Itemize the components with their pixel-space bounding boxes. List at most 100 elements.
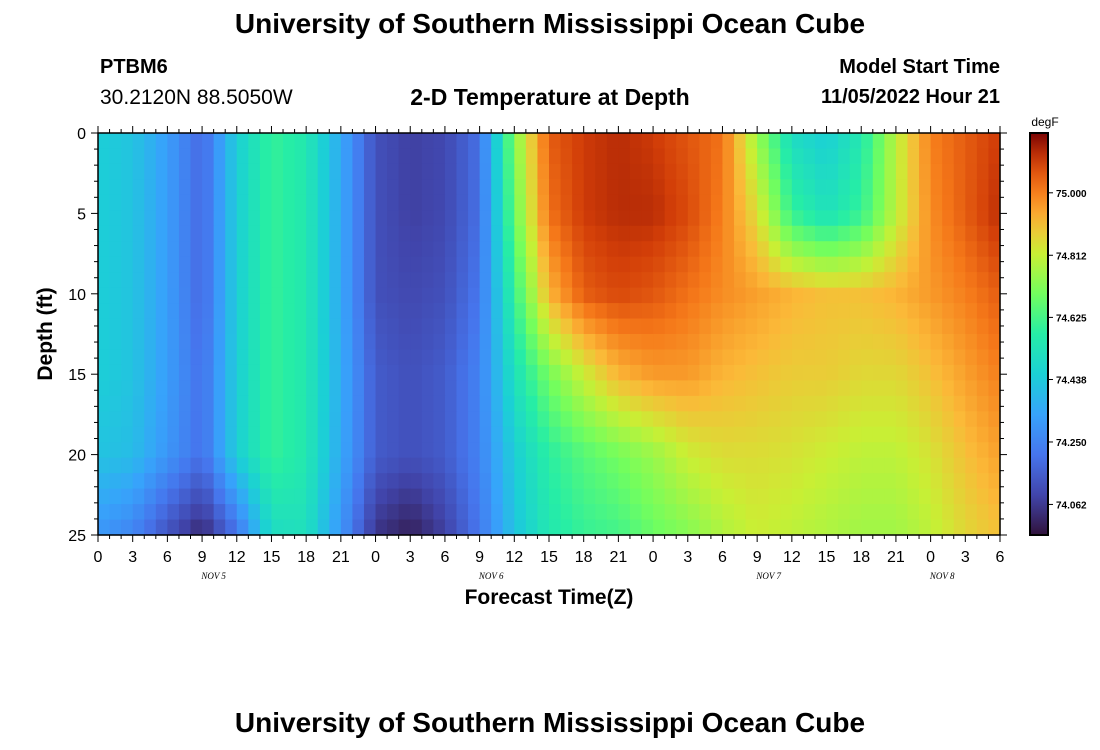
heatmap-cell (410, 287, 423, 304)
heatmap-cell (629, 473, 643, 490)
heatmap-cell (502, 426, 515, 443)
heatmap-cell (583, 442, 596, 459)
heatmap-cell (583, 194, 596, 211)
heatmap-cell (375, 380, 388, 397)
heatmap-cell (757, 519, 770, 536)
heatmap-cell (456, 256, 469, 273)
heatmap-cell (942, 457, 955, 474)
heatmap-cell (444, 349, 458, 366)
heatmap-cell (884, 442, 897, 459)
x-tick-label: 18 (297, 549, 315, 566)
heatmap-cell (583, 256, 596, 273)
heatmap-cell (791, 380, 805, 397)
heatmap-cell (456, 163, 469, 180)
heatmap-cell (502, 380, 515, 397)
heatmap-cell (375, 210, 388, 227)
heatmap-cell (895, 364, 909, 381)
heatmap-cell (699, 504, 712, 521)
x-tick-label: 9 (753, 549, 762, 566)
heatmap-cell (248, 241, 261, 258)
heatmap-cell (271, 210, 284, 227)
x-tick-label: 6 (440, 549, 449, 566)
heatmap-cell (872, 225, 885, 242)
heatmap-cell (653, 380, 666, 397)
heatmap-cell (167, 133, 180, 150)
heatmap-cell (618, 179, 631, 196)
heatmap-cell (340, 380, 354, 397)
heatmap-cell (757, 303, 770, 320)
heatmap-cell (653, 473, 666, 490)
heatmap-cell (398, 133, 411, 150)
heatmap-cell (780, 210, 793, 227)
heatmap-cell (421, 364, 434, 381)
heatmap-cell (213, 225, 226, 242)
heatmap-cell (329, 519, 342, 536)
heatmap-cell (768, 411, 781, 428)
heatmap-cell (919, 395, 932, 412)
heatmap-cell (780, 303, 793, 320)
heatmap-cell (398, 287, 411, 304)
heatmap-cell (699, 411, 712, 428)
heatmap-cell (98, 426, 111, 443)
heatmap-cell (549, 241, 562, 258)
heatmap-cell (583, 318, 596, 335)
heatmap-cell (664, 210, 677, 227)
heatmap-cell (525, 364, 539, 381)
heatmap-cell (155, 364, 168, 381)
heatmap-cell (479, 318, 492, 335)
heatmap-cell (387, 504, 400, 521)
heatmap-cell (780, 179, 793, 196)
heatmap-cell (814, 334, 828, 351)
heatmap-cell (919, 473, 932, 490)
heatmap-cell (942, 426, 955, 443)
heatmap-cell (687, 225, 700, 242)
heatmap-cell (861, 225, 874, 242)
heatmap-cell (352, 272, 365, 289)
heatmap-cell (838, 148, 851, 165)
heatmap-cell (549, 380, 562, 397)
heatmap-cell (745, 256, 758, 273)
heatmap-cell (421, 303, 434, 320)
y-tick-label: 10 (68, 287, 86, 304)
heatmap-cell (768, 148, 781, 165)
heatmap-cell (560, 442, 573, 459)
heatmap-cell (757, 411, 770, 428)
heatmap-cell (549, 210, 562, 227)
heatmap-cell (838, 334, 851, 351)
heatmap-cell (884, 426, 897, 443)
heatmap-cell (942, 133, 955, 150)
heatmap-cell (525, 488, 539, 505)
heatmap-cell (606, 349, 619, 366)
heatmap-cell (919, 426, 932, 443)
heatmap-cell (953, 318, 966, 335)
heatmap-cell (629, 148, 643, 165)
heatmap-cell (907, 395, 920, 412)
heatmap-cell (398, 334, 411, 351)
heatmap-cell (456, 179, 469, 196)
heatmap-cell (722, 349, 735, 366)
heatmap-cell (884, 349, 897, 366)
heatmap-cell (109, 287, 122, 304)
heatmap-cell (641, 334, 654, 351)
x-tick-label: 21 (609, 549, 627, 566)
heatmap-cell (583, 163, 596, 180)
heatmap-cell (895, 148, 909, 165)
heatmap-cell (549, 225, 562, 242)
heatmap-cell (768, 303, 781, 320)
heatmap-cell (248, 488, 261, 505)
heatmap-cell (988, 194, 1001, 211)
heatmap-cell (514, 380, 527, 397)
heatmap-cell (757, 395, 770, 412)
heatmap-cell (814, 364, 828, 381)
heatmap-cell (884, 163, 897, 180)
heatmap-cell (710, 225, 724, 242)
heatmap-cell (930, 272, 943, 289)
heatmap-cell (965, 442, 978, 459)
heatmap-cell (791, 411, 805, 428)
heatmap-cell (225, 334, 238, 351)
heatmap-cell (606, 318, 619, 335)
heatmap-cell (572, 148, 585, 165)
heatmap-cell (907, 272, 920, 289)
heatmap-cell (433, 133, 446, 150)
heatmap-cell (629, 256, 643, 273)
